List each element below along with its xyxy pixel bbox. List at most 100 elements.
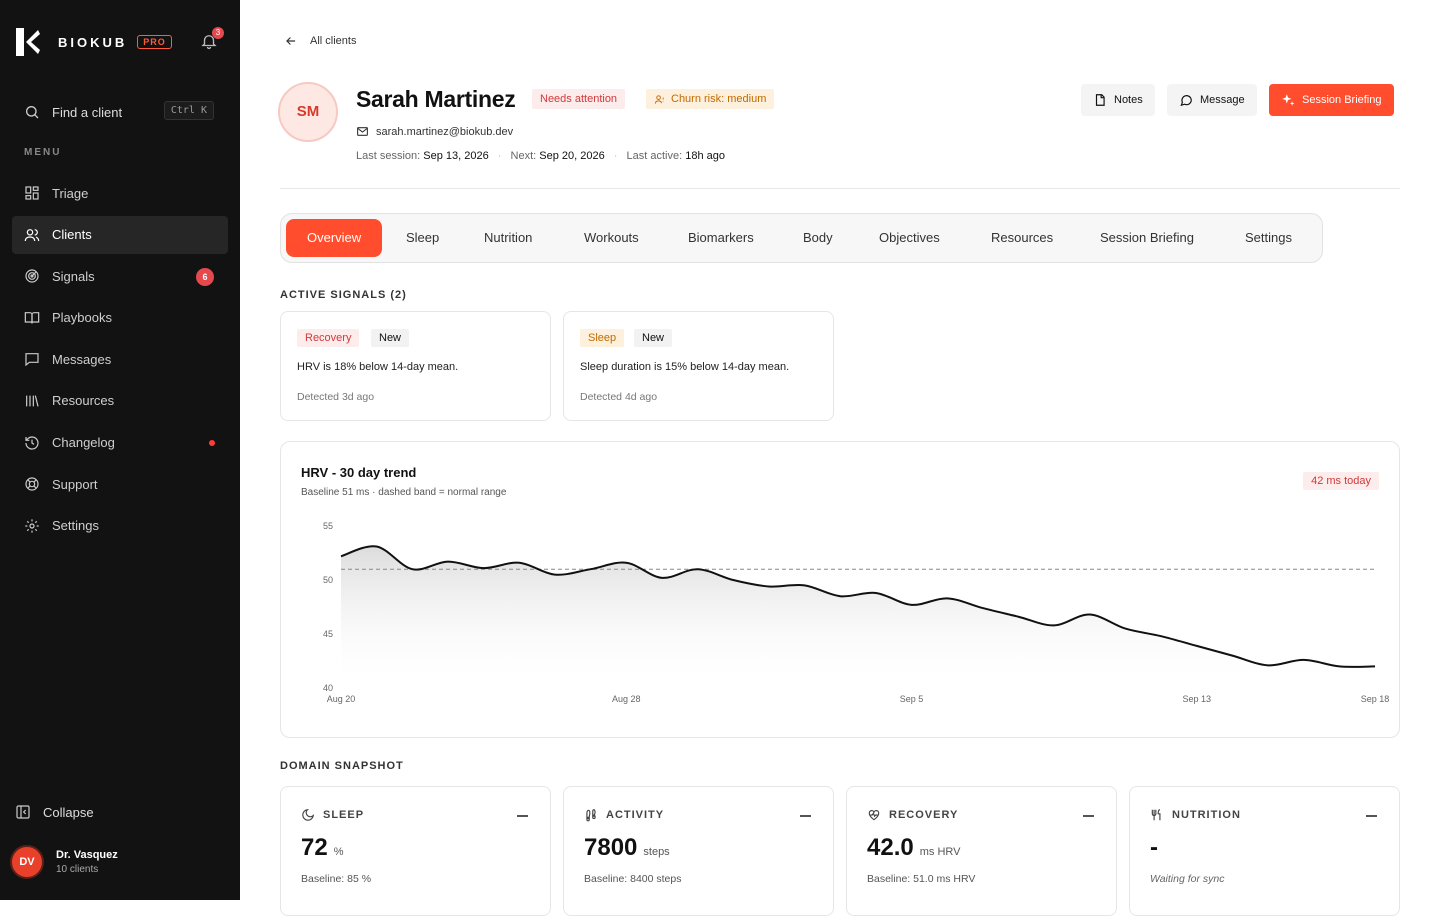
last-active-value: 18h ago — [685, 150, 725, 162]
sidebar-item-messages[interactable]: Messages — [12, 340, 228, 378]
tab-session-briefing[interactable]: Session Briefing — [1079, 219, 1215, 257]
moon-icon — [301, 808, 315, 822]
utensils-icon — [1150, 808, 1164, 822]
tab-resources[interactable]: Resources — [970, 219, 1074, 257]
chat-bubble-icon — [1179, 93, 1193, 107]
sidebar-collapse-icon — [15, 804, 31, 820]
users-icon — [24, 227, 40, 243]
hrv-area — [341, 546, 1375, 688]
snapshot-value: 72 — [301, 834, 328, 861]
notes-button[interactable]: Notes — [1081, 84, 1155, 116]
client-email[interactable]: sarah.martinez@biokub.dev — [356, 125, 513, 138]
grid-icon — [24, 185, 40, 201]
signal-card[interactable]: Sleep New Sleep duration is 15% below 14… — [563, 311, 834, 421]
find-client-button[interactable]: Find a client Ctrl K — [24, 102, 216, 122]
gear-icon — [24, 518, 40, 534]
collapse-label: Collapse — [43, 805, 94, 820]
collapse-sidebar-button[interactable]: Collapse — [15, 804, 94, 820]
find-client-label: Find a client — [52, 105, 122, 120]
avatar: DV — [10, 845, 44, 879]
heart-pulse-icon — [867, 808, 881, 822]
sidebar-item-label: Support — [52, 477, 98, 492]
user-name: Dr. Vasquez — [56, 849, 118, 861]
snapshot-baseline: Baseline: 51.0 ms HRV — [867, 873, 975, 885]
session-briefing-button[interactable]: Session Briefing — [1269, 84, 1394, 116]
menu-label: MENU — [24, 147, 61, 158]
message-label: Message — [1200, 94, 1245, 106]
snapshot-unit: % — [334, 846, 344, 858]
search-icon — [24, 104, 40, 120]
next-session-value: Sep 20, 2026 — [539, 150, 604, 162]
sidebar: BIOKUB PRO 3 Find a client Ctrl K MENU T… — [0, 0, 240, 900]
tab-nutrition[interactable]: Nutrition — [463, 219, 553, 257]
signal-detected: Detected 4d ago — [580, 391, 657, 403]
lifebuoy-icon — [24, 476, 40, 492]
signal-status-badge: New — [371, 329, 409, 347]
x-tick-label: Aug 20 — [327, 694, 356, 704]
signal-detected: Detected 3d ago — [297, 391, 374, 403]
snapshot-baseline: Baseline: 85 % — [301, 873, 371, 885]
tab-settings[interactable]: Settings — [1224, 219, 1313, 257]
snapshot-title: RECOVERY — [889, 809, 958, 821]
notification-count-badge: 3 — [212, 27, 224, 39]
sidebar-item-label: Playbooks — [52, 310, 112, 325]
header-divider — [280, 188, 1400, 189]
sidebar-item-label: Clients — [52, 227, 92, 242]
session-briefing-label: Session Briefing — [1302, 94, 1382, 106]
biokub-logo-icon — [16, 28, 40, 56]
notes-label: Notes — [1114, 94, 1143, 106]
sidebar-nav: Triage Clients Signals 6 Playbooks Messa… — [12, 174, 228, 548]
y-tick-label: 45 — [323, 629, 333, 639]
pro-badge: PRO — [137, 35, 172, 49]
tab-workouts[interactable]: Workouts — [563, 219, 660, 257]
sidebar-item-resources[interactable]: Resources — [12, 382, 228, 420]
sidebar-item-clients[interactable]: Clients — [12, 216, 228, 254]
shortcut-hint: Ctrl K — [164, 101, 214, 120]
minus-icon[interactable] — [1083, 815, 1094, 817]
sidebar-item-label: Settings — [52, 518, 99, 533]
mail-icon — [356, 125, 369, 138]
tab-body[interactable]: Body — [782, 219, 854, 257]
snapshot-card-sleep[interactable]: SLEEP 72% Baseline: 85 % — [280, 786, 551, 916]
email-text: sarah.martinez@biokub.dev — [376, 126, 513, 138]
minus-icon[interactable] — [1366, 815, 1377, 817]
signal-card[interactable]: Recovery New HRV is 18% below 14-day mea… — [280, 311, 551, 421]
tab-biomarkers[interactable]: Biomarkers — [667, 219, 775, 257]
message-icon — [24, 351, 40, 367]
snapshot-baseline: Waiting for sync — [1150, 873, 1225, 885]
x-tick-label: Sep 13 — [1182, 694, 1211, 704]
back-to-clients-link[interactable]: All clients — [284, 34, 356, 48]
message-button[interactable]: Message — [1167, 84, 1257, 116]
sidebar-item-triage[interactable]: Triage — [12, 174, 228, 212]
sidebar-item-signals[interactable]: Signals 6 — [12, 257, 228, 295]
last-active-label: Last active: — [627, 150, 683, 162]
churn-risk-badge: Churn risk: medium — [646, 89, 774, 109]
signal-text: HRV is 18% below 14-day mean. — [297, 361, 458, 373]
book-icon — [24, 310, 40, 326]
minus-icon[interactable] — [517, 815, 528, 817]
sidebar-item-changelog[interactable]: Changelog — [12, 424, 228, 462]
y-tick-label: 50 — [323, 575, 333, 585]
minus-icon[interactable] — [800, 815, 811, 817]
snapshot-card-nutrition[interactable]: NUTRITION - Waiting for sync — [1129, 786, 1400, 916]
sidebar-item-support[interactable]: Support — [12, 465, 228, 503]
tab-sleep[interactable]: Sleep — [385, 219, 460, 257]
x-tick-label: Sep 5 — [900, 694, 924, 704]
radar-icon — [24, 268, 40, 284]
snapshot-title: ACTIVITY — [606, 809, 664, 821]
sidebar-item-settings[interactable]: Settings — [12, 507, 228, 545]
y-tick-label: 40 — [323, 683, 333, 693]
brand[interactable]: BIOKUB PRO — [16, 28, 172, 56]
snapshot-unit: ms HRV — [920, 846, 961, 858]
session-meta: Last session: Sep 13, 2026 · Next: Sep 2… — [356, 150, 725, 162]
last-session-value: Sep 13, 2026 — [423, 150, 488, 162]
user-profile[interactable]: DV Dr. Vasquez 10 clients — [10, 845, 118, 879]
sidebar-item-playbooks[interactable]: Playbooks — [12, 299, 228, 337]
signal-category-badge: Sleep — [580, 329, 624, 347]
tab-overview[interactable]: Overview — [286, 219, 382, 257]
x-tick-label: Sep 18 — [1361, 694, 1390, 704]
tab-objectives[interactable]: Objectives — [858, 219, 961, 257]
